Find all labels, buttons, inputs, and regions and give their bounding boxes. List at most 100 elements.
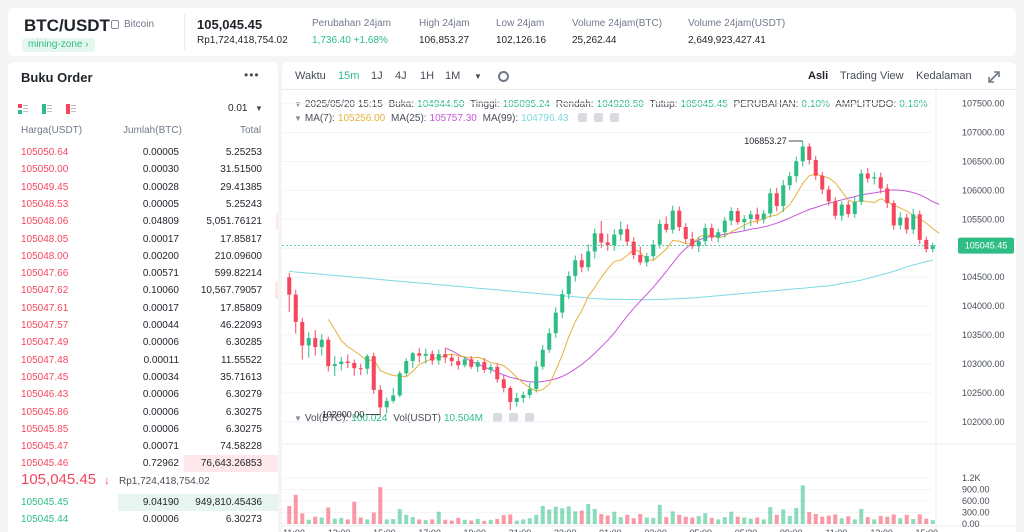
interval-more-icon[interactable]: ▼ xyxy=(474,72,482,81)
ask-price: 105048.00 xyxy=(21,250,69,262)
candle-body xyxy=(891,203,896,226)
ask-row[interactable]: 105048.06 0.04809 5,051.76121 xyxy=(8,213,278,231)
candle-body xyxy=(664,223,669,230)
header-total: Total xyxy=(240,125,262,136)
eye-icon[interactable] xyxy=(508,413,518,422)
ask-row[interactable]: 105047.45 0.00034 35.71613 xyxy=(8,369,278,386)
ask-row[interactable]: 105047.62 0.10060 10,567.79057 xyxy=(8,282,278,300)
candle-body xyxy=(924,239,929,250)
ask-price: 105047.57 xyxy=(21,320,69,331)
volume-bar xyxy=(846,516,851,524)
volume-bar xyxy=(521,519,526,524)
candle-body xyxy=(332,364,337,367)
view-original[interactable]: Asli xyxy=(808,70,829,82)
ask-row[interactable]: 105047.66 0.00571 599.82214 xyxy=(8,265,278,282)
view-asks-icon[interactable] xyxy=(66,104,76,114)
ask-row[interactable]: 105050.64 0.00005 5.25253 xyxy=(8,144,278,161)
ask-amount: 0.00011 xyxy=(143,354,179,366)
volume-bar xyxy=(358,517,363,524)
candle-body xyxy=(638,254,643,263)
settings-icon[interactable] xyxy=(578,113,588,122)
candle-body xyxy=(391,395,396,401)
ask-row[interactable]: 105050.00 0.00030 31.51500 xyxy=(8,161,278,178)
interval-1h[interactable]: 1H xyxy=(420,70,435,82)
ask-row[interactable]: 105049.45 0.00028 29.41385 xyxy=(8,179,278,196)
time-label: Waktu xyxy=(295,70,326,82)
ask-row[interactable]: 105046.43 0.00006 6.30279 xyxy=(8,386,278,403)
close-icon[interactable] xyxy=(610,113,620,122)
ask-row[interactable]: 105045.47 0.00071 74.58228 xyxy=(8,438,278,455)
ask-amount: 0.00044 xyxy=(142,320,179,331)
ask-row[interactable]: 105048.00 0.00200 210.09600 xyxy=(8,248,278,265)
interval-1m[interactable]: 1M xyxy=(445,70,461,82)
ask-price: 105047.49 xyxy=(21,337,69,349)
ask-row[interactable]: 105045.86 0.00006 6.30275 xyxy=(8,404,278,421)
mining-zone-tag[interactable]: mining-zone › xyxy=(22,38,95,52)
candle-body xyxy=(605,242,610,246)
candle-body xyxy=(300,321,305,346)
ask-row[interactable]: 105047.49 0.00006 6.30285 xyxy=(8,334,278,351)
candle-body xyxy=(423,353,428,356)
volume-bar xyxy=(735,516,740,524)
interval-1j[interactable]: 1J xyxy=(371,70,383,82)
interval-15m[interactable]: 15m xyxy=(338,70,360,82)
ask-row[interactable]: 105045.46 0.72962 76,643.26853 xyxy=(8,455,278,473)
ask-row[interactable]: 105047.61 0.00017 17.85809 xyxy=(8,300,278,317)
volume-axis-label: 900.00 xyxy=(962,485,990,495)
volume-bar xyxy=(410,517,415,524)
candle-body xyxy=(794,161,799,177)
ask-price: 105050.00 xyxy=(21,164,69,176)
low-marker-label: 102000.00 xyxy=(322,410,365,420)
collapse-icon[interactable]: ▼ xyxy=(294,100,302,109)
candle-body xyxy=(768,193,773,214)
expand-icon[interactable] xyxy=(988,71,1000,83)
more-icon[interactable]: ••• xyxy=(244,68,260,82)
candle-body xyxy=(930,245,935,250)
candle-body xyxy=(813,159,818,176)
view-both-icon[interactable] xyxy=(18,104,28,114)
time-axis-label: 15:00 xyxy=(373,528,396,532)
eye-icon[interactable] xyxy=(594,113,604,122)
ask-total: 11.55522 xyxy=(221,354,262,366)
ask-row[interactable]: 105047.57 0.00044 46.22093 xyxy=(8,317,278,334)
close-value: 105045.45 xyxy=(680,99,728,110)
stat-vol-btc-label: Volume 24jam(BTC) xyxy=(572,18,663,29)
ask-amount: 0.00005 xyxy=(142,147,179,158)
ask-price: 105048.06 xyxy=(21,216,69,228)
ask-row[interactable]: 105048.05 0.00017 17.85817 xyxy=(8,231,278,248)
collapse-icon[interactable]: ▼ xyxy=(294,414,302,423)
gear-icon[interactable] xyxy=(498,71,509,82)
view-tradingview[interactable]: Trading View xyxy=(840,70,904,82)
view-depth[interactable]: Kedalaman xyxy=(916,70,972,82)
candle-body xyxy=(625,229,630,242)
close-icon[interactable] xyxy=(524,413,534,422)
ask-amount: 0.00006 xyxy=(142,389,179,401)
bid-row[interactable]: 105045.45 9.04190 949,810.45436 xyxy=(8,494,278,511)
last-price: 105,045.45 xyxy=(197,17,263,32)
ask-row[interactable]: 105048.53 0.00005 5.25243 xyxy=(8,196,278,213)
stat-high: High 24jam 106,853.27 xyxy=(419,18,470,46)
ask-amount: 0.00200 xyxy=(142,250,179,262)
caret-down-icon[interactable]: ▼ xyxy=(255,104,263,113)
candle-body xyxy=(631,241,636,255)
ask-amount: 0.04809 xyxy=(142,216,179,228)
amplitude-label: AMPLITUDO: xyxy=(835,99,897,110)
ask-row[interactable]: 105047.48 0.00011 11.55522 xyxy=(8,352,278,369)
ask-row[interactable]: 105045.85 0.00006 6.30275 xyxy=(8,421,278,438)
collapse-icon[interactable]: ▼ xyxy=(294,114,302,123)
settings-icon[interactable] xyxy=(492,413,502,422)
ask-amount: 0.72962 xyxy=(142,458,179,470)
candle-body xyxy=(553,312,558,334)
interval-4j[interactable]: 4J xyxy=(395,70,407,82)
bid-row[interactable]: 105045.44 0.00006 6.30273 xyxy=(8,511,278,528)
candlestick-chart[interactable]: 107500.00 107000.00 106500.00 106000.00 1055… xyxy=(282,90,1016,532)
volume-bar xyxy=(560,508,565,524)
stat-high-label: High 24jam xyxy=(419,18,470,29)
candle-body xyxy=(306,338,311,346)
candle-body xyxy=(410,353,415,362)
tick-size-select[interactable]: 0.01 xyxy=(228,103,248,114)
stat-low: Low 24jam 102,126.16 xyxy=(496,18,546,46)
last-price-idr: Rp1,724,418,754.02 xyxy=(197,35,288,46)
view-bids-icon[interactable] xyxy=(42,104,52,114)
pair-title[interactable]: BTC/USDT xyxy=(24,16,110,35)
